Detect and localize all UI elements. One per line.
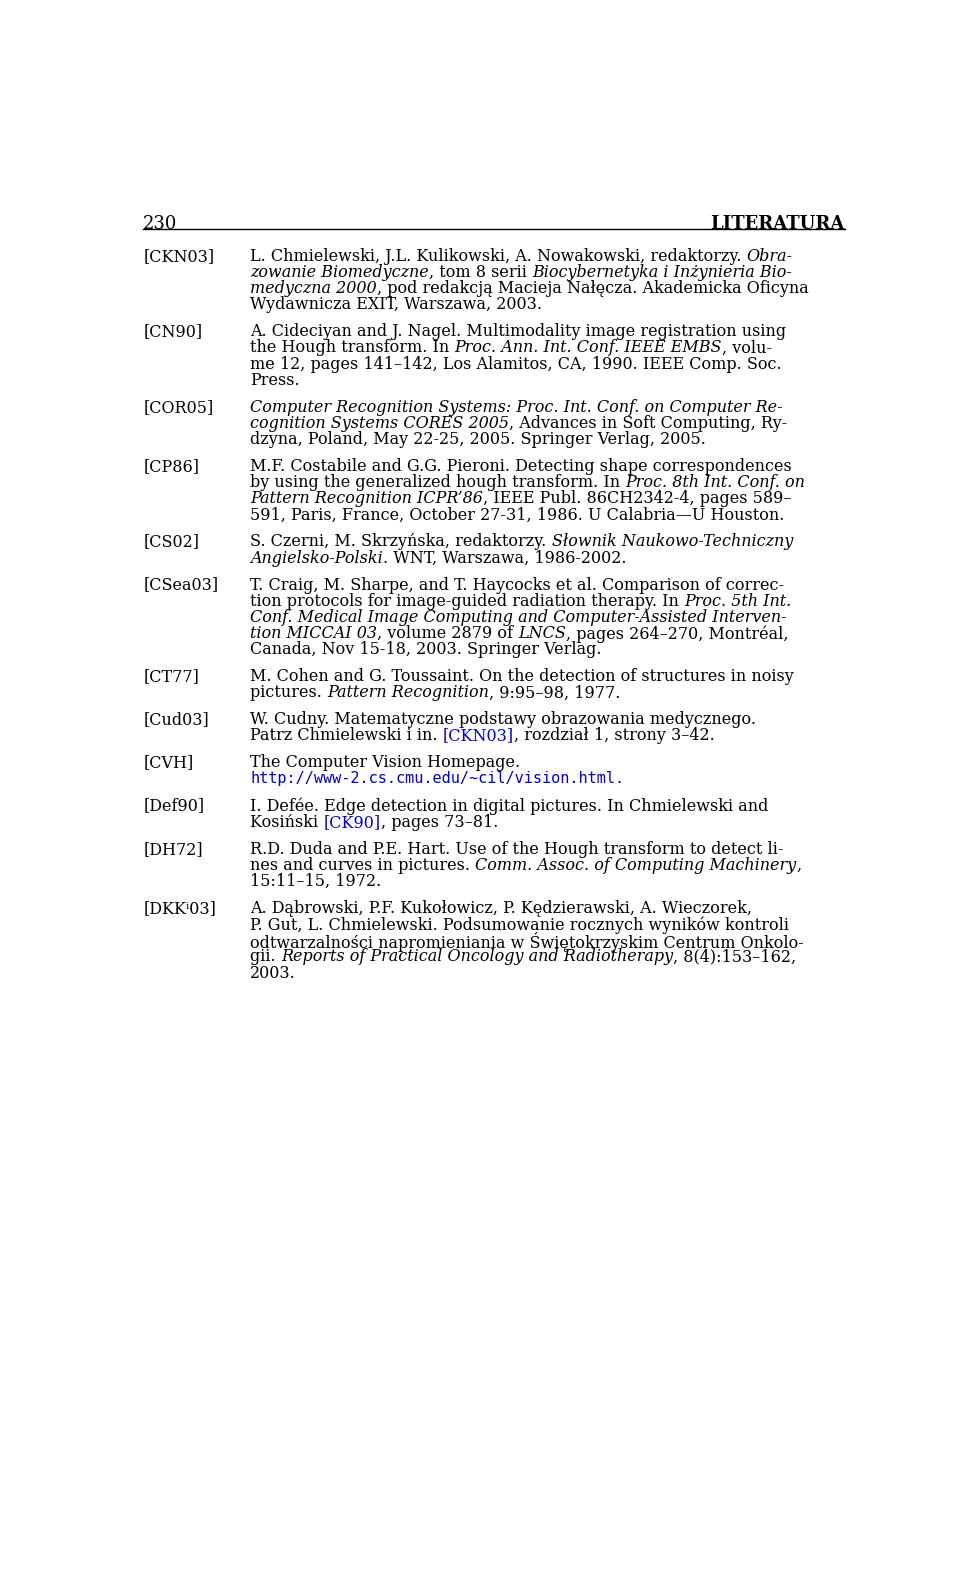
Text: LITERATURA: LITERATURA [710, 215, 845, 234]
Text: [Def90]: [Def90] [143, 798, 204, 814]
Text: Reports of Practical Oncology and Radiotherapy: Reports of Practical Oncology and Radiot… [281, 949, 673, 965]
Text: 15:11–15, 1972.: 15:11–15, 1972. [251, 873, 381, 890]
Text: Obra-: Obra- [747, 248, 793, 266]
Text: , rozdział 1, strony 3–42.: , rozdział 1, strony 3–42. [514, 728, 714, 744]
Text: tion protocols for image-guided radiation therapy. In: tion protocols for image-guided radiatio… [251, 593, 684, 609]
Text: L. Chmielewski, J.L. Kulikowski, A. Nowakowski, redaktorzy.: L. Chmielewski, J.L. Kulikowski, A. Nowa… [251, 248, 747, 266]
Text: I. Defée. Edge detection in digital pictures. In Chmielewski and: I. Defée. Edge detection in digital pict… [251, 798, 769, 816]
Text: [CKN03]: [CKN03] [143, 248, 214, 266]
Text: , 9:95–98, 1977.: , 9:95–98, 1977. [489, 684, 620, 701]
Text: M. Cohen and G. Toussaint. On the detection of structures in noisy: M. Cohen and G. Toussaint. On the detect… [251, 668, 794, 685]
Text: A. Cideciyan and J. Nagel. Multimodality image registration using: A. Cideciyan and J. Nagel. Multimodality… [251, 323, 786, 340]
Text: [CKN03]: [CKN03] [443, 728, 514, 744]
Text: nes and curves in pictures.: nes and curves in pictures. [251, 857, 475, 875]
Text: M.F. Costabile and G.G. Pieroni. Detecting shape correspondences: M.F. Costabile and G.G. Pieroni. Detecti… [251, 458, 792, 475]
Text: by using the generalized hough transform. In: by using the generalized hough transform… [251, 474, 626, 491]
Text: Proc. Ann. Int. Conf. IEEE EMBS: Proc. Ann. Int. Conf. IEEE EMBS [455, 339, 722, 356]
Text: [CK90]: [CK90] [324, 814, 380, 830]
Text: Press.: Press. [251, 372, 300, 388]
Text: [CVH]: [CVH] [143, 754, 194, 771]
Text: pictures.: pictures. [251, 684, 327, 701]
Text: Wydawnicza EXIT, Warszawa, 2003.: Wydawnicza EXIT, Warszawa, 2003. [251, 296, 542, 313]
Text: Proc. 5th Int.: Proc. 5th Int. [684, 593, 791, 609]
Text: gii.: gii. [251, 949, 281, 965]
Text: R.D. Duda and P.E. Hart. Use of the Hough transform to detect li-: R.D. Duda and P.E. Hart. Use of the Houg… [251, 841, 783, 857]
Text: dzyna, Poland, May 22-25, 2005. Springer Verlag, 2005.: dzyna, Poland, May 22-25, 2005. Springer… [251, 431, 706, 448]
Text: 230: 230 [143, 215, 178, 234]
Text: [DH72]: [DH72] [143, 841, 203, 857]
Text: , volu-: , volu- [722, 339, 772, 356]
Text: odtwarzalności napromieniania w Świętokrzyskim Centrum Onkolo-: odtwarzalności napromieniania w Świętokr… [251, 932, 804, 952]
Text: , IEEE Publ. 86CH2342-4, pages 589–: , IEEE Publ. 86CH2342-4, pages 589– [483, 490, 792, 507]
Text: Conf. Medical Image Computing and Computer-Assisted Interven-: Conf. Medical Image Computing and Comput… [251, 609, 786, 626]
Text: W. Cudny. Matematyczne podstawy obrazowania medycznego.: W. Cudny. Matematyczne podstawy obrazowa… [251, 711, 756, 728]
Text: Słownik Naukowo-Techniczny: Słownik Naukowo-Techniczny [552, 534, 793, 550]
Text: [CT77]: [CT77] [143, 668, 199, 685]
Text: zowanie Biomedyczne: zowanie Biomedyczne [251, 264, 429, 281]
Text: http://www-2.cs.cmu.edu/~cil/vision.html.: http://www-2.cs.cmu.edu/~cil/vision.html… [251, 771, 624, 785]
Text: [CS02]: [CS02] [143, 534, 200, 550]
Text: Patrz Chmielewski i in.: Patrz Chmielewski i in. [251, 728, 443, 744]
Text: medyczna 2000: medyczna 2000 [251, 280, 377, 297]
Text: Canada, Nov 15-18, 2003. Springer Verlag.: Canada, Nov 15-18, 2003. Springer Verlag… [251, 641, 602, 658]
Text: Proc. 8th Int. Conf. on: Proc. 8th Int. Conf. on [626, 474, 805, 491]
Text: the Hough transform. In: the Hough transform. In [251, 339, 455, 356]
Text: [CN90]: [CN90] [143, 323, 203, 340]
Text: Biocybernetyka i Inżynieria Bio-: Biocybernetyka i Inżynieria Bio- [532, 264, 792, 281]
Text: , 8(4):153–162,: , 8(4):153–162, [673, 949, 796, 965]
Text: [CSea03]: [CSea03] [143, 577, 218, 593]
Text: [Cud03]: [Cud03] [143, 711, 209, 728]
Text: , pod redakcją Macieja Nałęcza. Akademicka Oficyna: , pod redakcją Macieja Nałęcza. Akademic… [377, 280, 808, 297]
Text: Pattern Recognition ICPR’86: Pattern Recognition ICPR’86 [251, 490, 483, 507]
Text: LNCS: LNCS [518, 625, 566, 642]
Text: me 12, pages 141–142, Los Alamitos, CA, 1990. IEEE Comp. Soc.: me 12, pages 141–142, Los Alamitos, CA, … [251, 356, 781, 372]
Text: 2003.: 2003. [251, 965, 296, 981]
Text: A. Dąbrowski, P.F. Kukołowicz, P. Kędzierawski, A. Wieczorek,: A. Dąbrowski, P.F. Kukołowicz, P. Kędzie… [251, 900, 753, 917]
Text: S. Czerni, M. Skrzyńska, redaktorzy.: S. Czerni, M. Skrzyńska, redaktorzy. [251, 534, 552, 550]
Text: Computer Recognition Systems: Proc. Int. Conf. on Computer Re-: Computer Recognition Systems: Proc. Int.… [251, 399, 782, 415]
Text: 591, Paris, France, October 27-31, 1986. U Calabria—U Houston.: 591, Paris, France, October 27-31, 1986.… [251, 507, 784, 523]
Text: [COR05]: [COR05] [143, 399, 213, 415]
Text: Angielsko-Polski: Angielsko-Polski [251, 550, 383, 566]
Text: , pages 264–270, Montréal,: , pages 264–270, Montréal, [566, 625, 789, 642]
Text: Kosiński: Kosiński [251, 814, 324, 830]
Text: [CP86]: [CP86] [143, 458, 200, 475]
Text: [DKKⁱ03]: [DKKⁱ03] [143, 900, 216, 917]
Text: , tom 8 serii: , tom 8 serii [429, 264, 532, 281]
Text: tion MICCAI 03: tion MICCAI 03 [251, 625, 377, 642]
Text: cognition Systems CORES 2005: cognition Systems CORES 2005 [251, 415, 509, 432]
Text: The Computer Vision Homepage.: The Computer Vision Homepage. [251, 754, 520, 771]
Text: , volume 2879 of: , volume 2879 of [377, 625, 518, 642]
Text: ,: , [797, 857, 802, 875]
Text: . WNT, Warszawa, 1986-2002.: . WNT, Warszawa, 1986-2002. [383, 550, 627, 566]
Text: , Advances in Soft Computing, Ry-: , Advances in Soft Computing, Ry- [509, 415, 787, 432]
Text: T. Craig, M. Sharpe, and T. Haycocks et al. Comparison of correc-: T. Craig, M. Sharpe, and T. Haycocks et … [251, 577, 784, 593]
Text: Pattern Recognition: Pattern Recognition [327, 684, 489, 701]
Text: , pages 73–81.: , pages 73–81. [380, 814, 498, 830]
Text: Comm. Assoc. of Computing Machinery: Comm. Assoc. of Computing Machinery [475, 857, 797, 875]
Text: P. Gut, L. Chmielewski. Podsumowanie rocznych wyników kontroli: P. Gut, L. Chmielewski. Podsumowanie roc… [251, 916, 789, 933]
